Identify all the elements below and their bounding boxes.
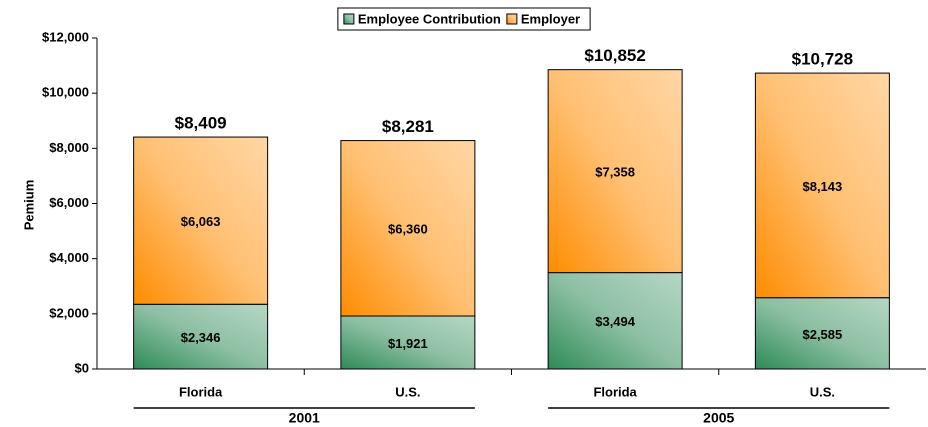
bar-segment (340, 140, 476, 317)
x-tick-label: U.S. (810, 384, 835, 399)
legend-swatch (506, 13, 518, 25)
y-axis-label: Pemium (21, 180, 36, 231)
legend: Employee Contribution Employer (337, 7, 591, 31)
value-label: $3,494 (595, 314, 636, 329)
value-label: $2,585 (802, 327, 842, 342)
y-tick-label: $0 (75, 360, 89, 375)
group-label: 2001 (289, 410, 320, 426)
value-label: $8,143 (802, 179, 842, 194)
y-tick-label: $10,000 (42, 85, 89, 100)
bar-segment (340, 315, 476, 370)
y-tick-label: $8,000 (49, 140, 89, 155)
legend-swatch (343, 13, 355, 25)
total-label: $8,409 (175, 114, 227, 133)
y-tick-label: $4,000 (49, 250, 89, 265)
x-tick-label: Florida (179, 384, 223, 399)
y-tick-label: $2,000 (49, 305, 89, 320)
value-label: $1,921 (388, 336, 428, 351)
bar-segment (133, 136, 269, 305)
y-tick-label: $6,000 (49, 195, 89, 210)
x-tick-label: U.S. (395, 384, 420, 399)
total-label: $10,728 (792, 50, 853, 69)
legend-label: Employee Contribution (358, 11, 501, 26)
value-label: $6,063 (181, 214, 221, 229)
value-label: $6,360 (388, 222, 428, 237)
value-label: $7,358 (595, 165, 635, 180)
total-label: $10,852 (584, 46, 645, 65)
y-tick-label: $12,000 (42, 29, 89, 44)
x-tick-label: Florida (593, 384, 637, 399)
bar-segment (133, 303, 269, 370)
bar-segment (547, 69, 683, 274)
value-label: $2,346 (181, 330, 221, 345)
bar-segment (754, 297, 890, 370)
legend-label: Employer (521, 11, 580, 26)
legend-box (337, 7, 591, 31)
bar-segment (754, 72, 890, 299)
group-label: 2005 (703, 410, 734, 426)
total-label: $8,281 (382, 117, 434, 136)
bar-segment (547, 272, 683, 370)
